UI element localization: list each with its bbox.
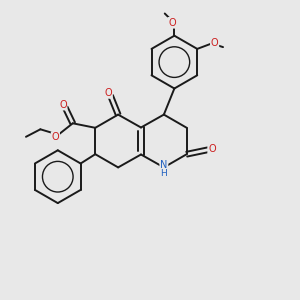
Text: O: O (59, 100, 67, 110)
Text: O: O (104, 88, 112, 98)
Text: O: O (208, 144, 216, 154)
Text: O: O (52, 132, 59, 142)
Text: N: N (160, 160, 168, 170)
Text: O: O (211, 38, 218, 48)
Text: H: H (160, 169, 167, 178)
Text: O: O (168, 18, 176, 28)
